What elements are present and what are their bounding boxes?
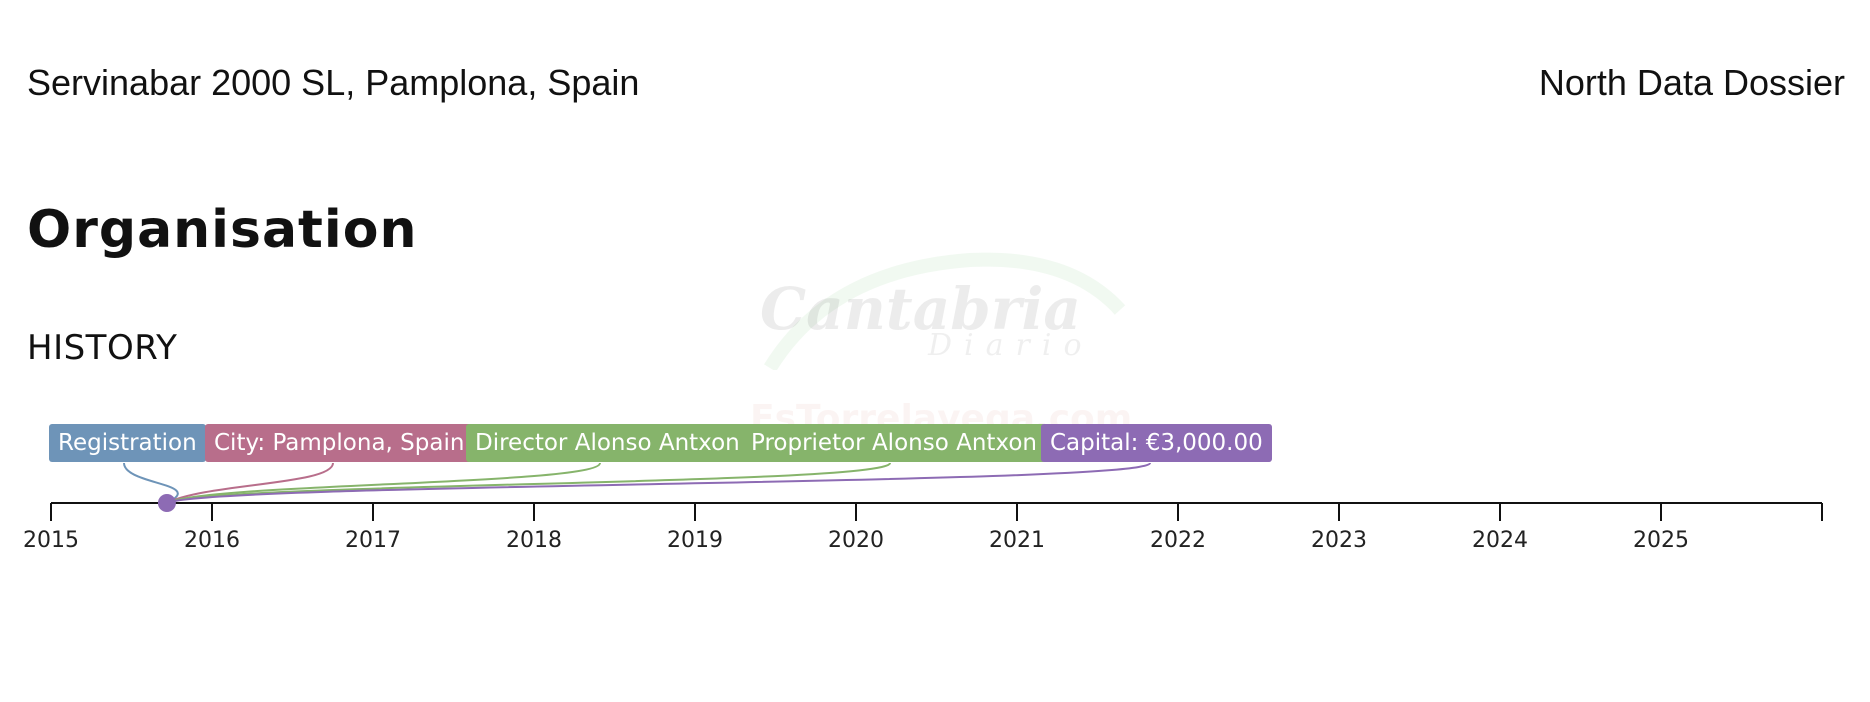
section-title: Organisation [27, 200, 418, 260]
history-heading: HISTORY [27, 328, 178, 368]
year-label: 2015 [23, 528, 79, 553]
event-capital[interactable]: Capital: €3,000.00 [1041, 424, 1272, 462]
history-timeline: Registration City: Pamplona, Spain Direc… [0, 400, 1870, 580]
year-label: 2017 [345, 528, 401, 553]
year-label: 2019 [667, 528, 723, 553]
brand-title: North Data Dossier [1538, 62, 1845, 103]
watermark-main-text: Cantabria [760, 275, 1082, 343]
event-city[interactable]: City: Pamplona, Spain [205, 424, 474, 462]
event-connector [166, 462, 334, 504]
timeline-axis [50, 462, 1823, 521]
event-proprietor[interactable]: Proprietor Alonso Antxon [742, 424, 1046, 462]
company-title: Servinabar 2000 SL, Pamplona, Spain [27, 62, 640, 103]
watermark-sub-text: Diario [928, 328, 1094, 363]
watermark-swoosh [764, 252, 1126, 370]
event-connector [166, 462, 601, 504]
event-marker [157, 494, 176, 512]
year-label: 2022 [1150, 528, 1206, 553]
year-label: 2020 [828, 528, 884, 553]
event-director[interactable]: Director Alonso Antxon [466, 424, 749, 462]
event-registration[interactable]: Registration [49, 424, 206, 462]
year-label: 2018 [506, 528, 562, 553]
event-connector [123, 462, 179, 504]
year-label: 2016 [184, 528, 240, 553]
year-label: 2024 [1472, 528, 1528, 553]
year-label: 2025 [1633, 528, 1689, 553]
event-connector [166, 462, 1151, 504]
year-label: 2023 [1311, 528, 1367, 553]
year-label: 2021 [989, 528, 1045, 553]
